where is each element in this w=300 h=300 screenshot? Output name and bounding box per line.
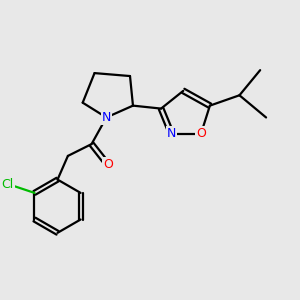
Text: O: O (196, 127, 206, 140)
Text: O: O (103, 158, 113, 171)
Text: Cl: Cl (2, 178, 14, 190)
Text: N: N (167, 127, 176, 140)
Text: N: N (102, 111, 111, 124)
